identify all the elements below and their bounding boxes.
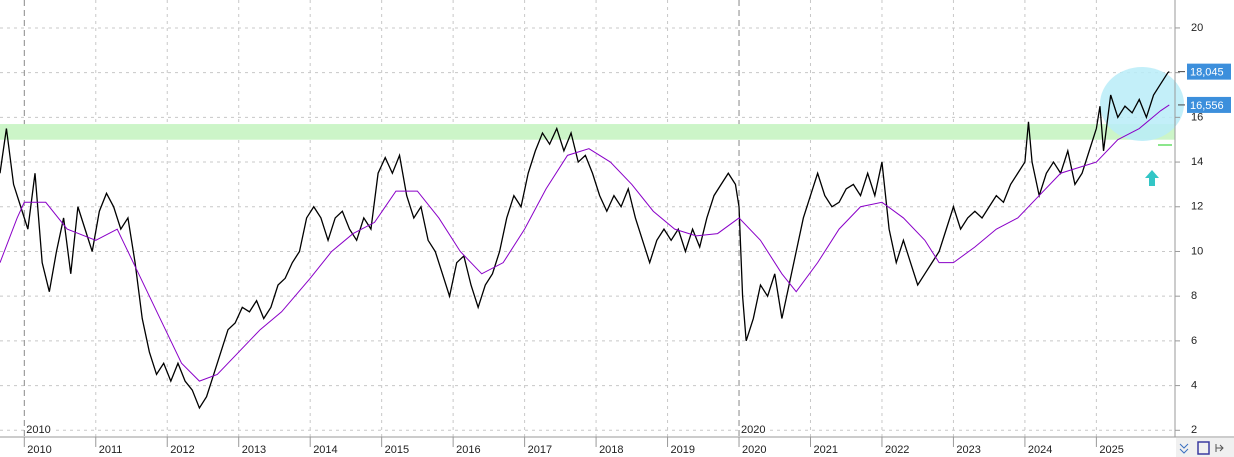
- series-line: [0, 104, 1170, 382]
- save-icon[interactable]: [1197, 441, 1210, 455]
- y-tick-label: 2: [1191, 424, 1197, 436]
- x-tick-label: 2012: [170, 444, 194, 456]
- collapse-icon[interactable]: [1179, 443, 1189, 454]
- decade-label-bg: [740, 423, 769, 436]
- pin-icon[interactable]: [1215, 444, 1224, 452]
- x-tick-label: 2019: [671, 444, 695, 456]
- lines: [0, 71, 1170, 410]
- x-tick-label: 2014: [313, 444, 337, 456]
- x-tick-label: 2020: [742, 444, 766, 456]
- band-layer: [0, 124, 1175, 140]
- x-tick-label: 2016: [456, 444, 480, 456]
- up-arrow: [1145, 170, 1159, 186]
- x-tick-label: 2018: [599, 444, 623, 456]
- corner-panel: [1176, 438, 1234, 457]
- x-tick-label: 2013: [242, 444, 266, 456]
- x-tick-label: 2017: [528, 444, 552, 456]
- y-tick-label: 16: [1191, 111, 1203, 123]
- y-tick-label: 14: [1191, 156, 1203, 168]
- x-tick-label: 2025: [1099, 444, 1123, 456]
- resistance-band: [0, 124, 1175, 140]
- y-tick-label: 20: [1191, 22, 1203, 34]
- decade-label: 2010: [26, 424, 50, 436]
- x-tick-label: 2024: [1028, 444, 1052, 456]
- decade-label-bg: [25, 423, 54, 436]
- x-tick-label: 2021: [813, 444, 837, 456]
- last-value-label: 16,556: [1190, 100, 1224, 112]
- highlight-circle: [1100, 67, 1184, 141]
- axes: 2468101214161820201020102011201220132014…: [23, 22, 1231, 456]
- x-tick-label: 2010: [27, 444, 51, 456]
- x-tick-label: 2022: [885, 444, 909, 456]
- x-tick-label: 2011: [99, 444, 123, 456]
- last-value-label: 18,045: [1190, 67, 1224, 79]
- x-tick-label: 2015: [385, 444, 409, 456]
- last-value-box: [1187, 96, 1231, 113]
- y-tick-label: 10: [1191, 245, 1203, 257]
- decade-label: 2020: [741, 424, 765, 436]
- y-tick-label: 12: [1191, 201, 1203, 213]
- x-tick-label: 2023: [956, 444, 980, 456]
- last-value-box: [1187, 63, 1231, 80]
- series-line: [0, 71, 1170, 410]
- y-tick-label: 6: [1191, 335, 1197, 347]
- y-tick-label: 4: [1191, 379, 1197, 391]
- y-tick-label: 8: [1191, 290, 1197, 302]
- grid: [0, 0, 1175, 437]
